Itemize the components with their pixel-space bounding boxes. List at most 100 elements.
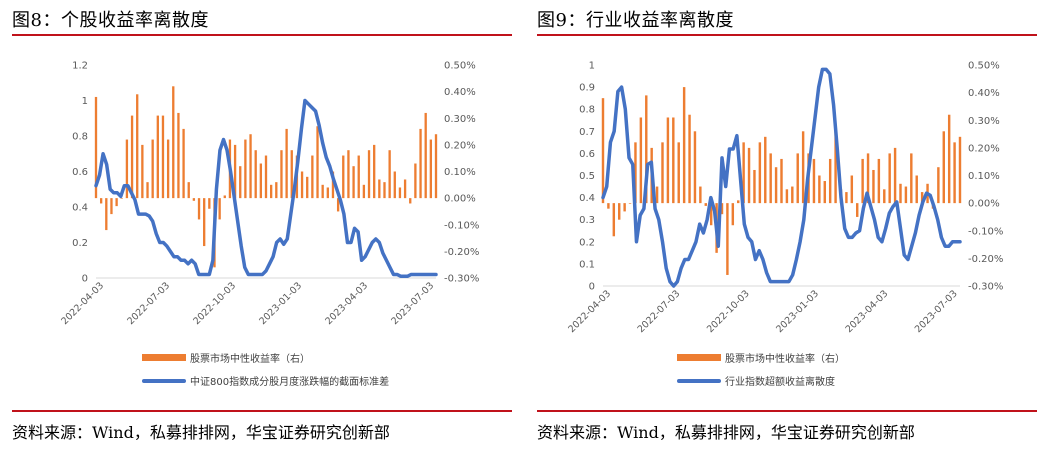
bar-neutral-return xyxy=(285,128,288,199)
source-note: 资料来源：Wind，私募排排网，华宝证券研究创新部 xyxy=(12,423,390,442)
source-rule xyxy=(537,410,1037,412)
left-axis-tick-label: 0.6 xyxy=(579,149,595,160)
bar-neutral-return xyxy=(156,115,159,199)
line-dispersion-series xyxy=(601,67,962,288)
right-axis-tick-label: -0.10% xyxy=(444,220,479,231)
left-axis-tick-label: 0.8 xyxy=(579,105,595,116)
bar-neutral-return xyxy=(362,184,366,199)
right-axis-tick-label: 0.50% xyxy=(444,61,476,72)
bar-neutral-return xyxy=(818,175,821,204)
left-axis-tick-label: 0 xyxy=(589,282,595,293)
bar-neutral-return xyxy=(747,147,751,204)
bar-neutral-return xyxy=(828,158,832,204)
bar-neutral-return xyxy=(223,195,226,199)
bar-neutral-return xyxy=(424,112,427,199)
bar-neutral-return xyxy=(388,150,391,199)
left-axis-tick-label: 0 xyxy=(82,274,88,285)
left-axis-tick-label: 1 xyxy=(589,61,595,72)
x-axis-tick-label: 2022-07-03 xyxy=(636,288,683,335)
bar-neutral-return xyxy=(187,182,190,199)
bar-neutral-return xyxy=(269,184,273,199)
right-axis-tick-label: 0.10% xyxy=(444,167,476,178)
bar-neutral-return xyxy=(877,158,881,204)
left-axis-tick-label: 0.4 xyxy=(72,203,88,214)
bar-neutral-return xyxy=(920,192,924,204)
right-axis-tick-label: 0.30% xyxy=(968,116,1000,127)
right-axis-tick-label: 0.30% xyxy=(444,114,476,125)
x-axis-tick-label: 2023-01-03 xyxy=(774,288,821,335)
right-axis-tick-label: -0.30% xyxy=(444,274,479,285)
x-axis-tick-label: 2023-07-03 xyxy=(913,288,960,335)
bar-neutral-return xyxy=(953,142,956,204)
left-axis-tick-label: 0.8 xyxy=(72,132,88,143)
title-rule xyxy=(12,34,512,36)
right-axis-tick-label: 0.00% xyxy=(444,194,476,205)
bar-neutral-return xyxy=(883,189,886,204)
bar-neutral-return xyxy=(645,95,648,204)
bar-neutral-return xyxy=(915,175,918,204)
bar-neutral-return xyxy=(737,200,740,204)
bar-neutral-return xyxy=(801,131,805,204)
chart-title: 图8：个股收益率离散度 xyxy=(12,10,209,31)
bar-neutral-return xyxy=(275,182,278,199)
bar-neutral-return xyxy=(850,175,854,204)
title-rule xyxy=(537,34,1037,36)
bar-neutral-return xyxy=(753,169,756,204)
bar-neutral-return xyxy=(197,198,201,220)
bar-neutral-return xyxy=(834,128,837,204)
bar-neutral-return xyxy=(264,155,268,199)
bar-neutral-return xyxy=(893,147,897,204)
left-axis-tick-label: 0.3 xyxy=(579,215,595,226)
bar-neutral-return xyxy=(774,167,778,204)
bar-neutral-return xyxy=(208,198,211,209)
bar-neutral-return xyxy=(203,198,206,247)
bar-neutral-return xyxy=(720,203,724,215)
bar-neutral-return xyxy=(791,186,794,204)
bar-neutral-return xyxy=(607,203,610,209)
bar-neutral-return xyxy=(383,182,386,199)
bar-neutral-return xyxy=(367,150,371,199)
chart-panel-left: 图8：个股收益率离散度 0 0.2 0.4 0.6 0.8 1 1.2 -0.30% -0.20… xyxy=(12,0,512,450)
bar-neutral-return xyxy=(693,131,697,204)
bar-neutral-return xyxy=(151,139,154,199)
bar-neutral-return xyxy=(347,150,350,199)
bar-neutral-return xyxy=(177,112,180,199)
bar-neutral-return xyxy=(731,203,735,226)
bar-neutral-return xyxy=(704,203,707,206)
bar-neutral-return xyxy=(796,153,799,204)
right-axis-tick-label: -0.10% xyxy=(968,226,1003,237)
bar-neutral-return xyxy=(120,198,123,199)
bar-neutral-return xyxy=(192,198,196,201)
right-axis-tick-label: 0.40% xyxy=(444,87,476,98)
bar-neutral-return xyxy=(866,153,870,204)
bar-neutral-return xyxy=(769,153,772,204)
bar-neutral-return xyxy=(249,134,252,199)
bar-neutral-return xyxy=(110,198,113,215)
right-axis-tick-label: 0.10% xyxy=(968,171,1000,182)
bar-neutral-return xyxy=(904,186,908,204)
bar-neutral-return xyxy=(812,158,816,204)
bar-neutral-return xyxy=(290,150,293,199)
bar-neutral-return xyxy=(872,169,875,204)
bar-neutral-return xyxy=(398,187,402,199)
bar-neutral-return xyxy=(758,142,762,204)
left-axis-tick-label: 0.4 xyxy=(579,193,595,204)
bar-neutral-return xyxy=(888,153,891,204)
bar-neutral-return xyxy=(161,115,165,199)
bar-neutral-return xyxy=(115,198,118,207)
right-axis-tick-label: 0.00% xyxy=(968,199,1000,210)
x-axis-tick-label: 2023-04-03 xyxy=(844,288,891,335)
legend-label: 中证800指数成分股月度涨跌幅的截面标准差 xyxy=(190,377,390,388)
bar-neutral-return xyxy=(434,134,438,199)
left-axis-tick-label: 0.9 xyxy=(579,83,595,94)
bar-neutral-return xyxy=(899,183,902,204)
legend-swatch-line xyxy=(677,378,721,383)
bar-neutral-return xyxy=(233,144,237,199)
bar-neutral-return xyxy=(942,131,945,204)
bar-neutral-return xyxy=(357,155,360,199)
bar-neutral-return xyxy=(910,153,913,204)
bar-neutral-return xyxy=(677,142,680,204)
bar-neutral-return xyxy=(699,186,702,204)
bar-neutral-return xyxy=(378,179,381,199)
bar-neutral-return xyxy=(623,203,626,212)
